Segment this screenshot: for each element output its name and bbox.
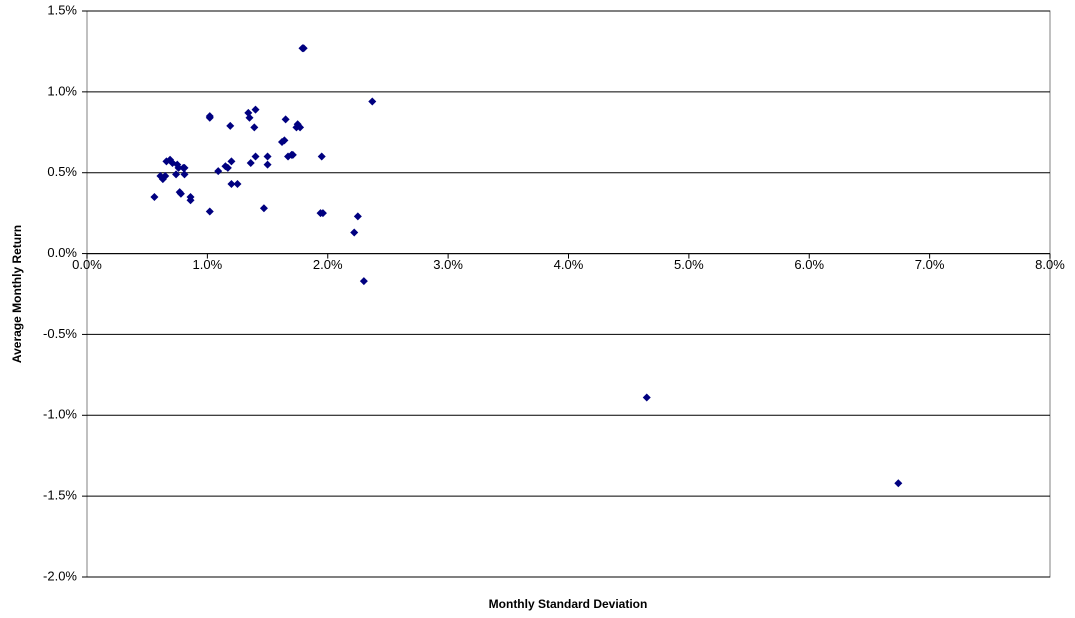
- point: [227, 157, 236, 166]
- x-tick-label: 1.0%: [193, 257, 223, 272]
- point: [245, 113, 254, 122]
- point: [246, 159, 255, 168]
- point: [251, 105, 260, 114]
- y-tick-label: 1.5%: [47, 2, 77, 17]
- point: [251, 152, 260, 161]
- point: [227, 180, 236, 189]
- point: [299, 44, 308, 53]
- point: [642, 393, 651, 402]
- point: [296, 123, 305, 132]
- x-tick-label: 8.0%: [1035, 257, 1065, 272]
- y-tick-label: -1.0%: [43, 407, 77, 422]
- point: [205, 207, 214, 216]
- plot-area: [86, 10, 1051, 578]
- y-tick-label: 0.5%: [47, 164, 77, 179]
- point: [281, 115, 290, 124]
- point: [150, 192, 159, 201]
- point: [317, 152, 326, 161]
- point: [318, 209, 327, 218]
- point: [288, 150, 297, 159]
- point: [176, 189, 185, 198]
- y-tick-label: 0.0%: [47, 245, 77, 260]
- point: [353, 212, 362, 221]
- x-tick-label: 6.0%: [794, 257, 824, 272]
- point: [180, 170, 189, 179]
- y-tick-label: -0.5%: [43, 326, 77, 341]
- point: [250, 123, 259, 132]
- x-tick-label: 3.0%: [433, 257, 463, 272]
- point: [214, 167, 223, 176]
- y-tick-label: -1.5%: [43, 488, 77, 503]
- point: [368, 97, 377, 106]
- x-tick-label: 0.0%: [72, 257, 102, 272]
- y-tick-label: 1.0%: [47, 83, 77, 98]
- point: [223, 163, 232, 172]
- point: [350, 228, 359, 237]
- point: [259, 204, 268, 213]
- point: [186, 196, 195, 205]
- x-tick-label: 2.0%: [313, 257, 343, 272]
- point: [263, 160, 272, 169]
- x-tick-label: 5.0%: [674, 257, 704, 272]
- point: [226, 121, 235, 130]
- point: [894, 479, 903, 488]
- x-axis-title: Monthly Standard Deviation: [489, 597, 648, 611]
- x-tick-label: 7.0%: [915, 257, 945, 272]
- point: [172, 170, 181, 179]
- point: [180, 163, 189, 172]
- point: [174, 163, 183, 172]
- point: [359, 277, 368, 286]
- point: [161, 171, 170, 180]
- point: [280, 136, 289, 145]
- x-tick-label: 4.0%: [554, 257, 584, 272]
- y-tick-label: -2.0%: [43, 568, 77, 583]
- point: [233, 180, 242, 189]
- point: [205, 113, 214, 122]
- y-axis-title: Average Monthly Return: [10, 225, 24, 363]
- point: [263, 152, 272, 161]
